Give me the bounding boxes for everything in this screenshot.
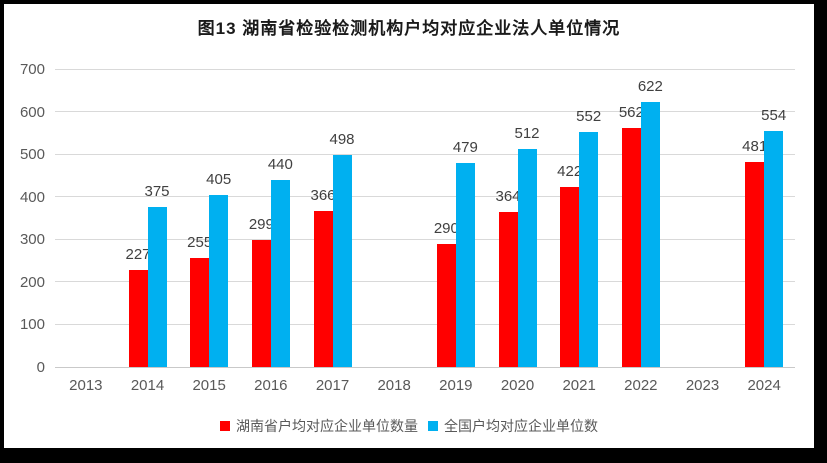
legend-item-hunan: 湖南省户均对应企业单位数量: [220, 416, 418, 436]
y-axis-tick-label: 0: [36, 359, 45, 376]
bar-value-label: 552: [576, 108, 602, 126]
y-axis-tick-label: 600: [19, 103, 45, 121]
bar-value-label: 498: [329, 131, 355, 148]
gridline-700: [55, 68, 795, 70]
y-axis-tick-label: 100: [19, 316, 45, 334]
bar-value-label: 375: [144, 183, 170, 201]
legend-item-national: 全国户均对应企业单位数: [428, 416, 598, 436]
chart-title: 图13 湖南省检验检测机构户均对应企业法人单位情况: [197, 19, 621, 38]
bar-value-label: 479: [452, 139, 478, 157]
x-axis-tick-label: 2017: [315, 377, 350, 394]
x-axis-tick-label: 2020: [500, 377, 535, 394]
bar-value-label: 554: [761, 107, 787, 125]
bar-2017-series1: [313, 211, 333, 367]
gridline-0: [55, 366, 795, 368]
gridline-400: [55, 196, 795, 198]
x-axis-tick-label: 2018: [377, 377, 411, 394]
y-axis-tick-label: 500: [19, 146, 45, 164]
bar-value-label: 622: [637, 78, 663, 96]
bar-2022-series1: [621, 127, 641, 367]
gridline-300: [55, 238, 795, 240]
bar-2024-series1: [745, 162, 765, 367]
x-axis-tick-label: 2019: [439, 377, 473, 394]
chart-canvas: 图13 湖南省检验检测机构户均对应企业法人单位情况 0 100 200 300 400 5…: [4, 4, 814, 448]
y-axis-tick-label: 300: [19, 231, 45, 249]
x-axis-tick-label: 2013: [69, 377, 103, 394]
bar-2016-series2: [270, 179, 290, 367]
x-axis-tick-label: 2015: [192, 377, 226, 394]
bar-value-label: 227: [125, 246, 151, 264]
bar-value-label: 255: [187, 234, 213, 252]
legend: 湖南省户均对应企业单位数量 全国户均对应企业单位数: [4, 416, 814, 436]
bar-2017-series2: [332, 155, 352, 367]
bar-value-label: 364: [495, 188, 521, 206]
gridline-100: [55, 323, 795, 325]
bar-2021-series2: [579, 132, 599, 367]
y-axis-tick-label: 400: [19, 188, 45, 206]
bar-2020-series1: [498, 212, 518, 367]
bar-2019-series2: [455, 163, 475, 367]
bar-2021-series1: [560, 187, 580, 367]
legend-label-hunan: 湖南省户均对应企业单位数量: [236, 418, 418, 434]
x-axis-tick-label: 2024: [747, 377, 781, 394]
bar-value-label: 512: [514, 125, 540, 143]
bar-2024-series2: [764, 131, 784, 367]
bar-2020-series2: [517, 149, 537, 367]
bar-value-label: 299: [248, 215, 274, 233]
bar-2014-series1: [128, 270, 148, 367]
x-axis-tick-label: 2023: [685, 377, 720, 394]
bar-2015-series1: [190, 258, 210, 367]
x-axis-tick-label: 2022: [624, 377, 658, 394]
gridline-500: [55, 153, 795, 155]
x-axis-tick-label: 2014: [130, 377, 165, 394]
bar-2022-series2: [640, 102, 660, 367]
bar-2016-series1: [251, 239, 271, 367]
y-axis-tick-label: 200: [19, 273, 45, 291]
gridline-200: [55, 281, 795, 283]
bar-2014-series2: [147, 207, 167, 367]
plot-area: 0 100 200 300 400 500 600 700 2013 2014 227 375 2015…: [20, 62, 795, 393]
bar-value-label: 405: [206, 170, 232, 188]
y-axis-tick-label: 700: [19, 61, 45, 78]
bar-value-label: 366: [310, 187, 336, 205]
bar-value-label: 562: [618, 103, 644, 121]
legend-swatch-hunan: [220, 421, 230, 431]
bar-2019-series1: [436, 243, 456, 367]
bar-2015-series2: [209, 194, 229, 367]
bar-value-label: 481: [742, 138, 768, 156]
legend-label-national: 全国户均对应企业单位数: [444, 418, 598, 434]
bar-value-label: 290: [433, 219, 459, 237]
x-axis-tick-label: 2021: [562, 377, 596, 394]
x-axis-tick-label: 2016: [254, 377, 288, 394]
bar-value-label: 440: [267, 155, 293, 173]
gridline-600: [55, 111, 795, 113]
bar-value-label: 422: [557, 163, 583, 181]
legend-swatch-national: [428, 421, 438, 431]
